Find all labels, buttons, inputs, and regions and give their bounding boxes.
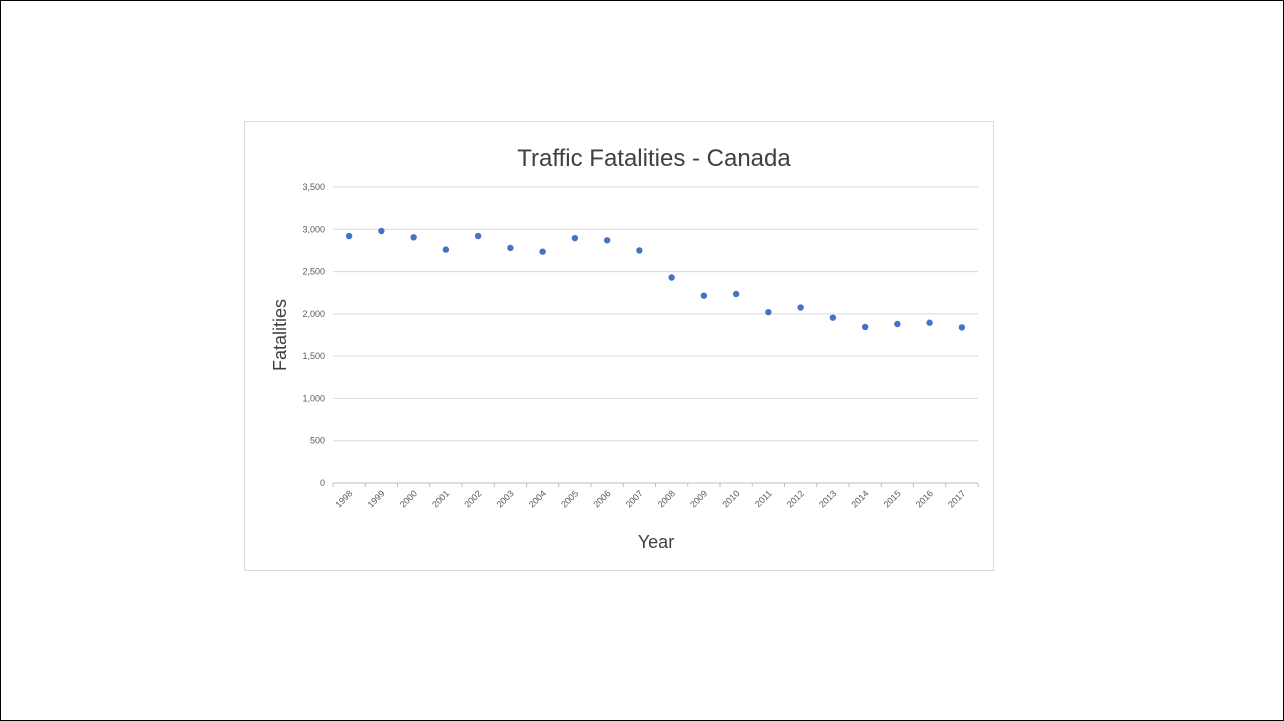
y-tick-label: 2,000: [302, 309, 325, 319]
y-tick-label: 3,000: [302, 224, 325, 234]
data-point: [442, 246, 450, 253]
x-tick-label: 2005: [559, 488, 580, 509]
data-point: [926, 319, 933, 326]
x-tick-label: 2013: [817, 488, 838, 509]
data-points: [345, 227, 966, 331]
x-tick-label: 2000: [398, 488, 419, 509]
y-axis: 0 500 1,000 1,500 2,000 2,500 3,000 3,500: [302, 182, 325, 488]
data-point: [474, 232, 482, 240]
data-point: [636, 247, 643, 254]
y-tick-label: 500: [310, 436, 325, 446]
x-tick-label: 1998: [333, 488, 354, 509]
chart-frame: Traffic Fatalities - Canada 0 500 1,000 1,5…: [244, 121, 994, 571]
data-point: [861, 323, 869, 331]
y-tick-label: 1,000: [302, 393, 325, 403]
y-tick-label: 3,500: [302, 182, 325, 192]
x-tick-label: 2004: [527, 488, 548, 509]
data-point: [507, 244, 514, 252]
x-tick-label: 2007: [624, 488, 645, 509]
gridlines: [333, 186, 978, 484]
data-point: [894, 320, 901, 328]
data-point: [345, 232, 353, 240]
y-axis-title: Fatalities: [270, 299, 290, 371]
data-point: [571, 234, 579, 242]
data-point: [603, 237, 611, 244]
x-axis-title: Year: [638, 532, 674, 552]
x-tick-label: 2009: [688, 488, 709, 509]
data-point: [668, 274, 675, 281]
data-point: [732, 290, 740, 298]
y-tick-label: 0: [320, 478, 325, 488]
data-point: [765, 308, 772, 316]
x-tick-label: 2008: [656, 488, 677, 509]
chart-title: Traffic Fatalities - Canada: [517, 145, 791, 172]
x-tick-label: 1999: [366, 488, 387, 509]
scatter-chart: Traffic Fatalities - Canada 0 500 1,000 1,5…: [270, 145, 979, 552]
y-tick-label: 2,500: [302, 267, 325, 277]
data-point: [539, 248, 546, 255]
x-tick-label: 2012: [785, 488, 806, 509]
data-point: [378, 227, 385, 235]
x-tick-label: 2001: [430, 488, 451, 509]
data-point: [410, 234, 417, 241]
x-tick-label: 2014: [849, 488, 870, 509]
data-point: [829, 314, 837, 321]
x-tick-label: 2015: [882, 488, 903, 509]
x-tick-label: 2010: [720, 488, 741, 509]
x-tick-label: 2006: [591, 488, 612, 509]
data-point: [700, 292, 708, 299]
x-tick-label: 2017: [946, 488, 967, 509]
x-tick-label: 2016: [914, 488, 935, 509]
x-tick-label: 2003: [495, 488, 516, 509]
x-tick-label: 2002: [462, 488, 483, 509]
data-point: [958, 324, 966, 331]
y-tick-label: 1,500: [302, 351, 325, 361]
data-point: [797, 304, 804, 311]
x-tick-label: 2011: [753, 488, 774, 509]
x-axis: 1998 1999 2000 2001 2002 2003 2004 2005 2006 2007…: [332, 482, 979, 510]
